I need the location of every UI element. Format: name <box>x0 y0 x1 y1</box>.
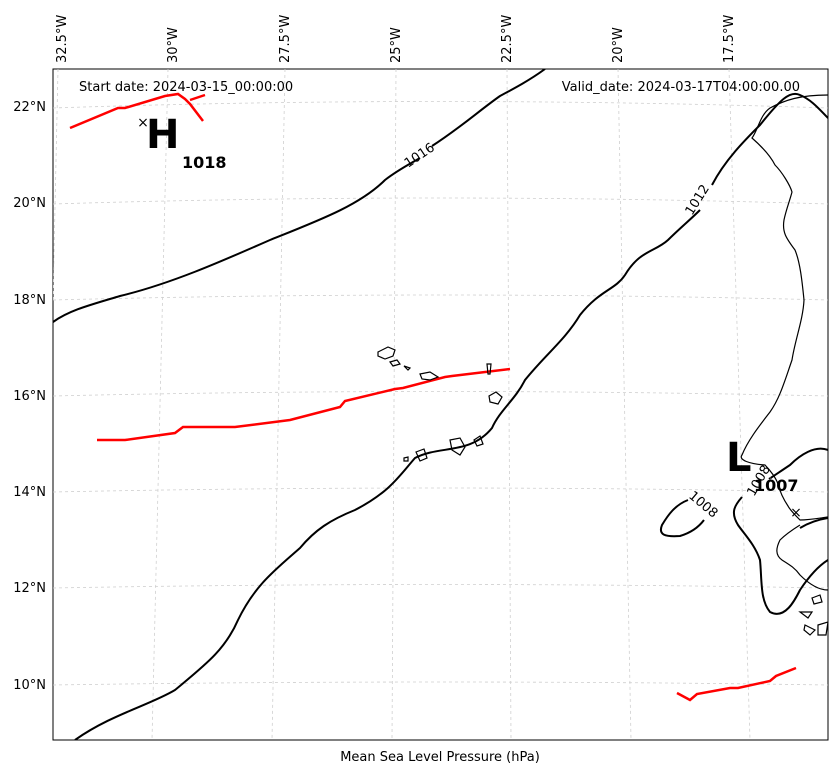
latitude-labels: 22°N 20°N 18°N 16°N 14°N 12°N 10°N <box>13 100 46 693</box>
isobars <box>53 69 828 740</box>
map-caption: Mean Sea Level Pressure (hPa) <box>340 750 540 765</box>
start-date-label: Start date: 2024-03-15_00:00:00 <box>79 80 293 95</box>
isobar-1012 <box>74 92 828 740</box>
lat-label: 18°N <box>13 293 46 308</box>
lon-label: 17.5°W <box>722 15 737 63</box>
lon-label: 32.5°W <box>55 15 70 63</box>
fronts <box>69 92 797 702</box>
lon-label: 20°W <box>611 27 626 63</box>
lat-label: 16°N <box>13 389 46 404</box>
front-line <box>97 367 511 442</box>
low-pressure-center: L 1007 × <box>726 435 802 521</box>
high-marker-icon: × <box>137 115 149 131</box>
front-line <box>676 666 797 702</box>
low-marker-icon: × <box>790 505 802 521</box>
graticule <box>53 69 828 740</box>
map-frame <box>52 68 829 741</box>
lon-label: 30°W <box>166 27 181 63</box>
lat-label: 22°N <box>13 100 46 115</box>
lon-label: 22.5°W <box>500 15 515 63</box>
cabo-verde-islands <box>377 346 503 462</box>
high-pressure-center: × H 1018 <box>137 112 226 172</box>
longitude-labels: 32.5°W 30°W 27.5°W 25°W 22.5°W 20°W 17.5… <box>55 15 737 63</box>
lat-label: 20°N <box>13 196 46 211</box>
valid-date-label: Valid_date: 2024-03-17T04:00:00.00 <box>562 80 800 95</box>
guinea-islands <box>798 594 828 636</box>
high-value: 1018 <box>182 153 227 172</box>
lat-label: 12°N <box>13 581 46 596</box>
lon-label: 25°W <box>389 27 404 63</box>
west-africa-coast <box>740 94 828 591</box>
lat-label: 14°N <box>13 485 46 500</box>
low-value: 1007 <box>754 476 799 495</box>
front-line <box>69 92 206 130</box>
lat-label: 10°N <box>13 678 46 693</box>
isobar-1008 <box>660 447 828 615</box>
high-letter: H <box>146 112 179 158</box>
lon-label: 27.5°W <box>278 15 293 63</box>
coastline <box>377 94 828 636</box>
low-letter: L <box>726 435 752 481</box>
isobar-1016 <box>53 69 546 323</box>
